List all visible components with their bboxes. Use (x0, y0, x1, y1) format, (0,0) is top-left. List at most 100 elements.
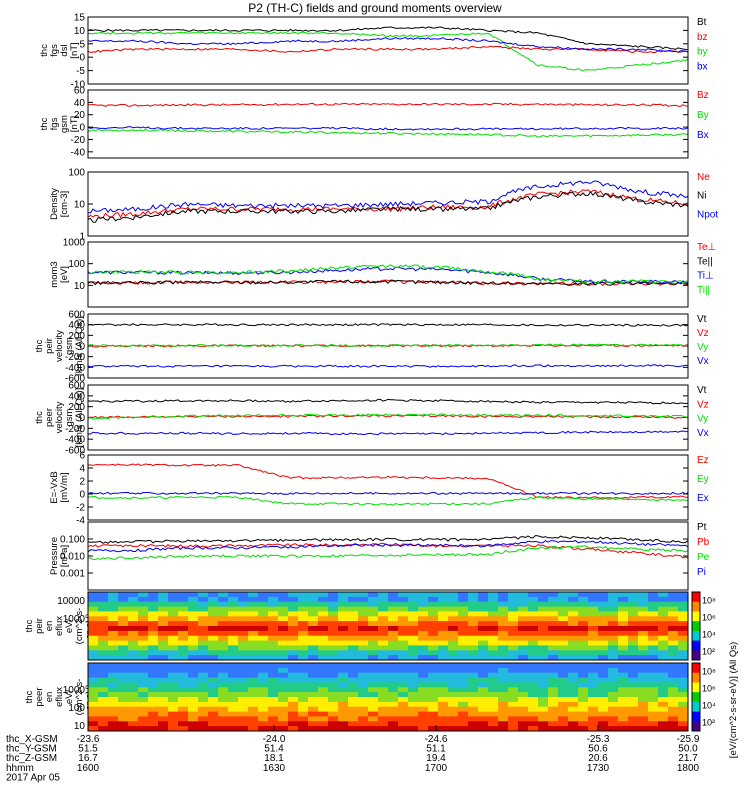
heatmap-cell (668, 655, 679, 661)
heatmap-cell (208, 687, 219, 693)
series-line-Pe (87, 545, 689, 561)
heatmap-cell (618, 592, 629, 598)
heatmap-cell (368, 677, 379, 683)
heatmap-cell (118, 630, 129, 637)
heatmap-cell (548, 726, 559, 732)
heatmap-cell (168, 626, 179, 632)
heatmap-cell (378, 682, 389, 688)
heatmap-cell (508, 677, 519, 683)
heatmap-cell (108, 616, 119, 622)
heatmap-cell (348, 601, 359, 608)
heatmap-cell (98, 687, 109, 693)
heatmap-cell (148, 726, 159, 732)
heatmap-cell (518, 640, 529, 646)
heatmap-cell (578, 726, 589, 732)
heatmap-cell (548, 601, 559, 608)
heatmap-cell (508, 616, 519, 622)
heatmap-cell (228, 626, 239, 632)
heatmap-cell (678, 645, 689, 651)
heatmap-cell (578, 687, 589, 693)
heatmap-cell (468, 606, 479, 612)
heatmap-cell (418, 692, 429, 698)
heatmap-cell (128, 672, 139, 679)
y-axis-label: dsl (59, 44, 70, 56)
heatmap-cell (578, 721, 589, 727)
heatmap-cell (568, 687, 579, 693)
heatmap-cell (528, 592, 539, 598)
heatmap-cell (638, 682, 649, 688)
heatmap-cell (368, 650, 379, 656)
heatmap-cell (118, 663, 129, 669)
heatmap-cell (648, 701, 659, 708)
heatmap-cell (178, 655, 189, 661)
heatmap-cell (138, 635, 149, 642)
heatmap-cell (328, 677, 339, 683)
heatmap-cell (438, 655, 449, 661)
x-tick-label: 21.7 (678, 753, 698, 764)
heatmap-cell (198, 677, 209, 683)
heatmap-cell (368, 655, 379, 661)
series-line-Te|| (87, 279, 689, 286)
heatmap-cell (328, 630, 339, 637)
series-line-Vy (87, 413, 689, 420)
heatmap-cell (288, 596, 299, 603)
heatmap-cell (678, 672, 689, 679)
heatmap-cell (658, 711, 669, 717)
heatmap-cell (368, 697, 379, 703)
heatmap-cell (208, 716, 219, 722)
heatmap-cell (418, 601, 429, 608)
heatmap-cell (508, 706, 519, 713)
heatmap-cell (118, 626, 129, 632)
heatmap-cell (398, 606, 409, 612)
heatmap-cell (328, 606, 339, 612)
heatmap-cell (588, 721, 599, 727)
heatmap-cell (158, 645, 169, 651)
legend-Pi: Pi (697, 567, 706, 578)
heatmap-cell (658, 626, 669, 632)
legend-Ti||: Ti|| (697, 285, 710, 296)
heatmap-cell (478, 716, 489, 722)
heatmap-cell (188, 682, 199, 688)
heatmap-cell (498, 721, 509, 727)
heatmap-cell (468, 687, 479, 693)
heatmap-cell (358, 596, 369, 603)
heatmap-cell (518, 650, 529, 656)
heatmap-cell (668, 687, 679, 693)
heatmap-cell (278, 663, 289, 669)
heatmap-cell (408, 682, 419, 688)
heatmap-cell (358, 663, 369, 669)
heatmap-cell (208, 626, 219, 632)
heatmap-cell (388, 630, 399, 637)
y-tick-label: 10 (74, 26, 86, 37)
panel-frame (87, 384, 689, 451)
heatmap-cell (278, 596, 289, 603)
heatmap-cell (628, 650, 639, 656)
heatmap-cell (408, 721, 419, 727)
heatmap-cell (508, 721, 519, 727)
colorbar-segment (692, 672, 700, 683)
heatmap-cell (248, 645, 259, 651)
colorbar-segment (692, 601, 700, 612)
heatmap-cell (228, 692, 239, 698)
heatmap-cell (508, 645, 519, 651)
series-line-Pt (87, 534, 689, 544)
heatmap-cell (508, 697, 519, 703)
heatmap-cell (148, 663, 159, 669)
heatmap-cell (378, 630, 389, 637)
heatmap-cell (398, 667, 409, 674)
heatmap-cell (488, 626, 499, 632)
heatmap-cell (168, 601, 179, 608)
heatmap-cell (548, 616, 559, 622)
heatmap-cell (348, 692, 359, 698)
heatmap-cell (408, 706, 419, 713)
heatmap-cell (638, 672, 649, 679)
heatmap-cell (528, 701, 539, 708)
colorbar-segment (692, 692, 700, 703)
heatmap-cell (558, 692, 569, 698)
heatmap-cell (328, 650, 339, 656)
heatmap-cell (398, 716, 409, 722)
heatmap-cell (608, 697, 619, 703)
panel-frame (87, 241, 689, 308)
y-axis-label: gsm (64, 337, 75, 355)
heatmap-cell (658, 663, 669, 669)
